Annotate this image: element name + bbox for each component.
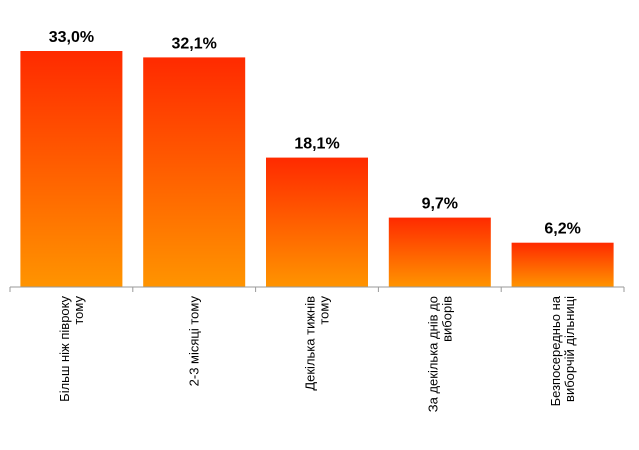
bar: [388, 217, 491, 287]
category-labels-group: Більш ніж півроку тому 2-3 місяці тому Декі…: [57, 295, 577, 412]
data-label: 9,7%: [422, 196, 458, 213]
bar: [143, 57, 246, 288]
category-label-line: 2-3 місяці тому: [187, 296, 202, 387]
category-label-line: Більш ніж півроку: [57, 296, 72, 402]
category-label-line: За декілька днів до: [425, 296, 440, 412]
category-label: Декілька тижнів тому: [303, 296, 332, 391]
category-label-line: Безпосередньо на: [548, 295, 563, 406]
category-label-line: тому: [317, 296, 332, 325]
category-label-line: виборів: [439, 296, 454, 342]
x-axis-ticks: [9, 287, 625, 292]
bar: [266, 157, 368, 287]
bars-group: [20, 51, 614, 288]
category-label: 2-3 місяці тому: [187, 296, 202, 387]
category-label: Більш ніж півроку тому: [57, 296, 86, 402]
data-label: 33,0%: [49, 29, 94, 46]
category-label: Безпосередньо на виборчій дільниці: [548, 295, 577, 406]
category-label-line: тому: [71, 296, 86, 325]
category-label-line: Декілька тижнів: [303, 296, 318, 391]
value-labels-group: 33,0% 32,1% 18,1% 9,7% 6,2%: [49, 29, 581, 238]
bar: [20, 51, 123, 287]
data-label: 32,1%: [172, 35, 217, 52]
category-label: За декілька днів до виборів: [425, 296, 454, 412]
data-label: 18,1%: [294, 136, 339, 153]
data-label: 6,2%: [544, 221, 580, 238]
bar: [511, 242, 614, 287]
category-label-line: виборчій дільниці: [562, 296, 577, 402]
